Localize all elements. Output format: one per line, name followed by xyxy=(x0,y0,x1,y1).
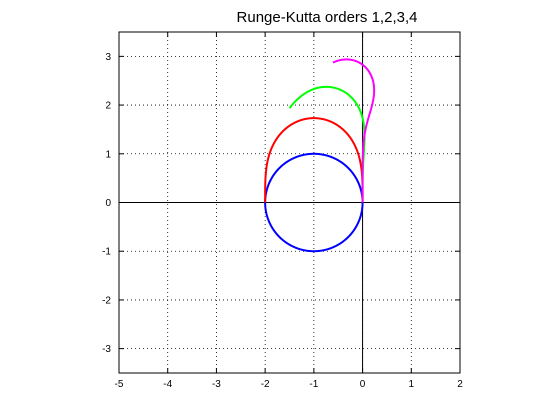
x-tick-label: -3 xyxy=(212,379,221,390)
y-tick-label: -2 xyxy=(102,295,111,306)
x-tick-label: 1 xyxy=(409,379,415,390)
x-tick-label: 2 xyxy=(457,379,463,390)
rk-order-3-boundary xyxy=(288,85,366,204)
chart-title: Runge-Kutta orders 1,2,3,4 xyxy=(237,9,418,26)
rk-order-4-boundary xyxy=(332,58,376,204)
y-tick-label: 0 xyxy=(105,198,111,209)
y-tick-label: 2 xyxy=(105,101,111,112)
x-tick-label: -2 xyxy=(261,379,270,390)
y-tick-label: -1 xyxy=(102,247,111,258)
x-tick-label: 0 xyxy=(360,379,366,390)
axes xyxy=(119,32,460,373)
rk-order-2-boundary xyxy=(264,117,364,204)
y-tick-label: 3 xyxy=(105,52,111,63)
x-tick-label: -4 xyxy=(163,379,172,390)
x-tick-label: -5 xyxy=(115,379,124,390)
y-tick-label: -3 xyxy=(102,344,111,355)
y-tick-label: 1 xyxy=(105,149,111,160)
x-tick-label: -1 xyxy=(309,379,318,390)
curves xyxy=(264,58,376,253)
ticks: -5 -4 -3 -2 -1 0 1 2 -3 -2 -1 0 1 2 3 xyxy=(102,32,463,390)
